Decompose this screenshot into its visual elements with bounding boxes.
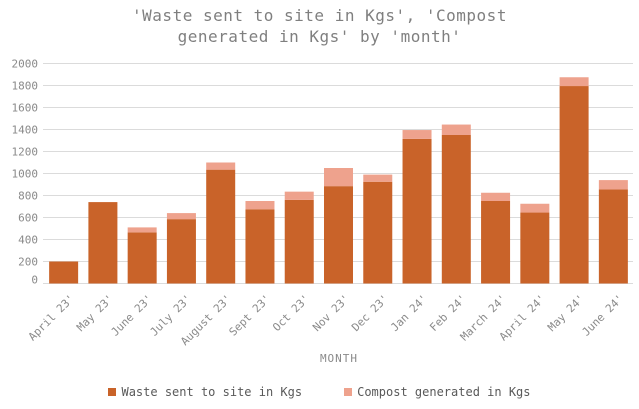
bar-segment-compost [324,168,353,187]
bar-segment-compost [127,227,157,233]
bar-segment-compost [402,130,432,139]
bar-segment-waste [166,219,196,284]
compost-legend-swatch-icon [344,388,353,396]
y-tick-label: 0 [31,273,38,286]
bar-segment-waste [245,209,275,284]
bar-segment-compost [245,201,275,210]
bar-segment-waste [49,261,79,284]
bar-segment-waste [324,186,353,284]
bar-segment-waste [88,202,118,284]
bar-segment-compost [559,77,589,87]
legend-label-compost: Compost generated in Kgs [357,385,531,399]
legend-label-waste: Waste sent to site in Kgs [121,385,303,399]
legend: Waste sent to site in Kgs Compost genera… [0,385,639,399]
bar-segment-compost [520,203,550,213]
y-tick-label: 800 [18,189,38,202]
bar-segment-waste [520,212,550,284]
y-tick-label: 200 [18,255,38,268]
bar-segment-waste [363,181,393,284]
bar-segment-compost [441,124,471,135]
legend-item-compost: Compost generated in Kgs [344,385,531,399]
waste-legend-swatch-icon [108,388,117,396]
y-tick-label: 1200 [11,145,39,158]
bar-segment-waste [559,86,589,284]
y-tick-label: 1800 [11,79,39,92]
y-tick-label: 600 [18,211,38,224]
legend-item-waste: Waste sent to site in Kgs [108,385,302,399]
bar-segment-waste [127,232,157,284]
bar-segment-compost [206,162,236,170]
x-axis-title: MONTH [319,352,359,365]
bar-segment-compost [481,192,511,201]
y-tick-label: 400 [18,233,38,246]
y-tick-label: 1400 [11,123,39,136]
y-tick-label: 1000 [11,167,39,180]
bar-segment-compost [166,213,196,220]
chart-title-line-2: generated in Kgs' by 'month' [177,27,462,46]
bar-segment-waste [598,189,628,284]
y-tick-label: 2000 [11,57,39,70]
chart-title-line-1: 'Waste sent to site in Kgs', 'Compost [132,6,507,25]
chart-title: 'Waste sent to site in Kgs', 'Compost ge… [0,5,639,47]
bar-segment-compost [363,174,393,182]
bar-segment-compost [284,191,314,200]
bar-segment-waste [206,169,236,284]
y-tick-label: 1600 [11,101,39,114]
bar-segment-compost [598,180,628,190]
bar-segment-waste [284,199,314,284]
bar-segment-waste [402,138,432,284]
bar-segment-waste [441,135,471,284]
bar-segment-waste [481,201,511,284]
